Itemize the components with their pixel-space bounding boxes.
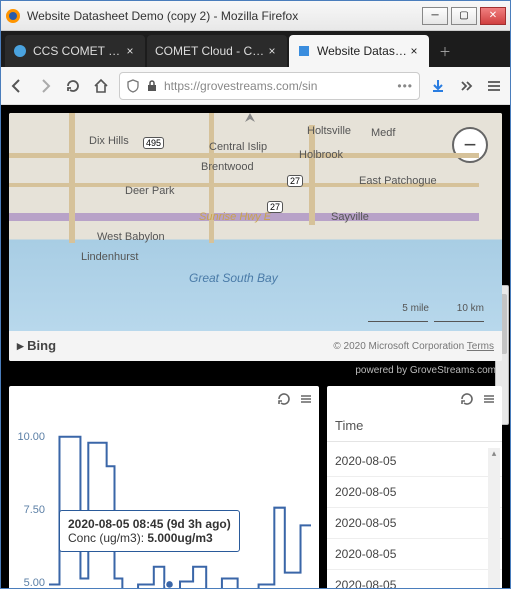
refresh-icon[interactable] <box>460 392 474 409</box>
lower-panels: 5.00 7.50 10.00 2020-08-05 08:45 (9d 3h ag… <box>9 386 502 588</box>
map-city-label: West Babylon <box>97 231 165 243</box>
nav-toolbar: https://grovestreams.com/sin ••• <box>1 67 510 105</box>
scale-km: 10 km <box>457 303 484 314</box>
map-city-label: Dix Hills <box>89 135 129 147</box>
table-row[interactable]: 2020-08-05 <box>327 477 502 508</box>
close-button[interactable]: ✕ <box>480 7 506 25</box>
tab-close-icon[interactable]: × <box>407 44 421 58</box>
route-shield: 495 <box>143 137 164 149</box>
table-row[interactable]: 2020-08-05 <box>327 446 502 477</box>
chart-area[interactable]: 2020-08-05 08:45 (9d 3h ago) Conc (ug/m3… <box>49 422 311 588</box>
minimize-button[interactable]: ─ <box>422 7 448 25</box>
lock-icon <box>146 80 158 92</box>
firefox-icon <box>5 8 21 24</box>
tab-website-datasheet[interactable]: Website Datasheet × <box>289 35 429 67</box>
menu-button[interactable] <box>484 76 504 96</box>
maximize-button[interactable]: ▢ <box>451 7 477 25</box>
menu-icon[interactable] <box>482 392 496 409</box>
url-text: https://grovestreams.com/sin <box>164 79 391 93</box>
overflow-button[interactable] <box>456 76 476 96</box>
table-row[interactable]: 2020-08-05 <box>327 539 502 570</box>
tooltip-time: 2020-08-05 08:45 (9d 3h ago) <box>68 517 231 531</box>
water-label: Great South Bay <box>189 271 278 285</box>
tab-comet-cloud[interactable]: COMET Cloud - CCS × <box>147 35 287 67</box>
tab-favicon <box>13 44 27 58</box>
tab-label: COMET Cloud - CCS <box>155 44 265 58</box>
map-pin-icon <box>241 113 259 134</box>
chart-tooltip: 2020-08-05 08:45 (9d 3h ago) Conc (ug/m3… <box>59 510 240 552</box>
chart-y-axis: 5.00 7.50 10.00 <box>17 422 47 588</box>
map-city-label: Brentwood <box>201 161 254 173</box>
map-city-label: Central Islip <box>209 141 267 153</box>
map-canvas[interactable]: − 5 mile 10 km Dix HillsCentral IslipHol… <box>9 113 502 331</box>
menu-icon[interactable] <box>299 392 313 409</box>
map-city-label: East Patchogue <box>359 175 437 187</box>
browser-window: Website Datasheet Demo (copy 2) - Mozill… <box>0 0 511 589</box>
titlebar: Website Datasheet Demo (copy 2) - Mozill… <box>1 1 510 31</box>
table-header: Time <box>327 408 502 442</box>
map-city-label: Lindenhurst <box>81 251 139 263</box>
tab-label: CCS COMET Cloud <box>33 44 123 58</box>
tab-close-icon[interactable]: × <box>265 44 279 58</box>
y-tick-label: 7.50 <box>24 504 45 516</box>
back-button[interactable] <box>7 76 27 96</box>
bing-logo: ▸ Bing <box>17 338 56 354</box>
table-body: 2020-08-052020-08-052020-08-052020-08-05… <box>327 446 502 588</box>
tooltip-metric: Conc (ug/m3): <box>68 531 147 545</box>
table-row[interactable]: 2020-08-05 <box>327 570 502 588</box>
scale-miles: 5 mile <box>402 303 429 314</box>
route-shield: 27 <box>287 175 303 187</box>
map-scale: 5 mile 10 km <box>368 303 484 325</box>
new-tab-button[interactable]: ＋ <box>431 35 459 67</box>
highway-label: Sunrise Hwy E <box>199 211 271 223</box>
refresh-icon[interactable] <box>277 392 291 409</box>
terms-link[interactable]: Terms <box>467 341 494 352</box>
reload-button[interactable] <box>63 76 83 96</box>
map-city-label: Holbrook <box>299 149 343 161</box>
url-overflow-icon[interactable]: ••• <box>397 79 413 93</box>
map-panel: − 5 mile 10 km Dix HillsCentral IslipHol… <box>9 113 502 361</box>
tooltip-value: 5.000ug/m3 <box>147 531 212 545</box>
forward-button[interactable] <box>35 76 55 96</box>
map-city-label: Holtsville <box>307 125 351 137</box>
url-bar[interactable]: https://grovestreams.com/sin ••• <box>119 72 420 100</box>
tab-close-icon[interactable]: × <box>123 44 137 58</box>
shield-icon <box>126 79 140 93</box>
y-tick-label: 5.00 <box>24 577 45 588</box>
tab-bar: CCS COMET Cloud × COMET Cloud - CCS × We… <box>1 31 510 67</box>
table-row[interactable]: 2020-08-05 <box>327 508 502 539</box>
home-button[interactable] <box>91 76 111 96</box>
tab-label: Website Datasheet <box>317 44 407 58</box>
map-credits: ▸ Bing © 2020 Microsoft Corporation Term… <box>9 331 502 361</box>
map-city-label: Sayville <box>331 211 369 223</box>
download-button[interactable] <box>428 76 448 96</box>
route-shield: 27 <box>267 201 283 213</box>
map-city-label: Deer Park <box>125 185 175 197</box>
window-title: Website Datasheet Demo (copy 2) - Mozill… <box>27 9 422 23</box>
table-panel: Time 2020-08-052020-08-052020-08-052020-… <box>327 386 502 588</box>
table-scrollbar[interactable]: ▴ <box>488 448 500 588</box>
map-city-label: Medf <box>371 127 395 139</box>
scroll-up-icon[interactable]: ▴ <box>488 448 500 460</box>
powered-by: powered by GroveStreams.com <box>9 361 502 378</box>
chart-panel: 5.00 7.50 10.00 2020-08-05 08:45 (9d 3h ag… <box>9 386 319 588</box>
tab-favicon <box>297 44 311 58</box>
y-tick-label: 10.00 <box>17 431 45 443</box>
tab-ccs-comet[interactable]: CCS COMET Cloud × <box>5 35 145 67</box>
page-content: − 5 mile 10 km Dix HillsCentral IslipHol… <box>1 105 510 588</box>
map-copyright: © 2020 Microsoft Corporation Terms <box>333 341 494 352</box>
